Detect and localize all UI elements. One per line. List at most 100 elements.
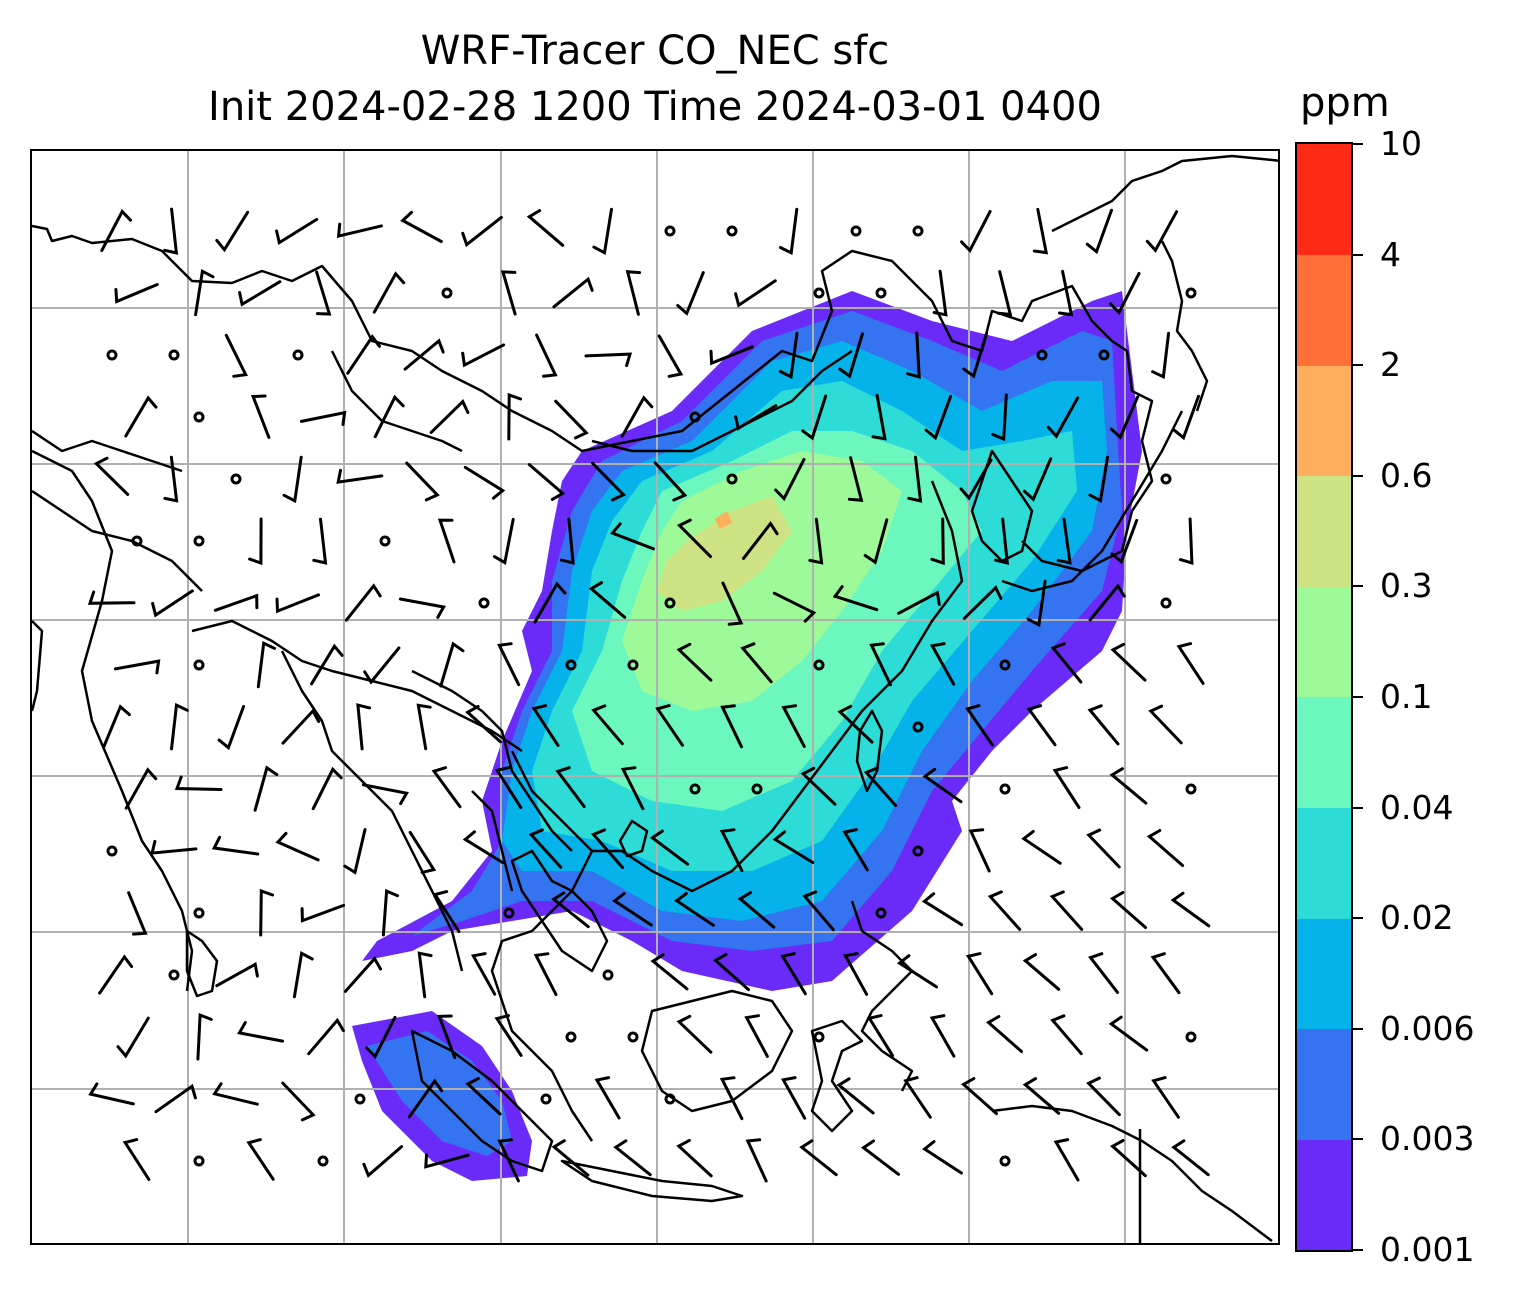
wind-barb [996, 270, 1013, 317]
colorbar-tick-label: 0.04 [1380, 787, 1454, 827]
wind-barb [407, 1078, 444, 1119]
wind-barb [259, 888, 275, 937]
coastline-indochina [490, 850, 594, 1142]
calm-wind-marker [627, 659, 639, 671]
wind-barb [526, 209, 565, 247]
colorbar-tick-label: 0.6 [1380, 455, 1433, 495]
wind-barb [863, 518, 889, 565]
wind-barb [363, 646, 401, 685]
wind-barb [362, 1145, 404, 1178]
calm-wind-marker [813, 287, 825, 299]
coastline-sumatra [410, 1029, 554, 1173]
calm-wind-marker [354, 1093, 366, 1105]
calm-wind-marker [912, 225, 924, 237]
colorbar-tick [1353, 1249, 1363, 1251]
wind-barb [712, 953, 750, 992]
wind-barb [962, 585, 1003, 620]
wind-barb [213, 593, 259, 612]
wind-barb [461, 215, 503, 248]
wind-barb [282, 455, 303, 504]
wind-barb [1058, 269, 1074, 317]
wind-barb [122, 1138, 151, 1181]
wind-barb [163, 207, 179, 255]
wind-barb [1049, 890, 1084, 931]
wind-barb [365, 1015, 397, 1060]
wind-barb [1022, 1077, 1061, 1115]
wind-barb [310, 643, 344, 686]
calm-wind-marker [1185, 783, 1197, 795]
wind-barb [650, 953, 689, 991]
calm-wind-marker [193, 907, 205, 919]
graticule [32, 151, 1278, 1243]
colorbar-tick-label: 0.02 [1380, 898, 1454, 938]
wind-barb [494, 766, 523, 810]
coastline-new-guinea [991, 1104, 1273, 1242]
coastline-sulawesi [810, 1019, 864, 1133]
wind-barb [869, 642, 892, 687]
wind-barb [772, 830, 815, 864]
wind-barb [719, 828, 744, 873]
wind-barb [802, 890, 835, 932]
wind-barb [994, 517, 1010, 565]
wind-barb [315, 270, 332, 316]
colorbar-segment [1297, 918, 1351, 1030]
wind-barb [1046, 396, 1080, 439]
wind-barb [507, 392, 523, 441]
wind-barb [528, 828, 563, 869]
coastline-borneo [640, 989, 794, 1113]
wind-barb [1086, 1076, 1121, 1117]
wind-barb [676, 271, 705, 316]
wind-barb [591, 704, 624, 746]
wind-barb [960, 210, 992, 254]
colorbar-tick-label: 10 [1380, 124, 1422, 163]
wind-barb [98, 954, 134, 995]
colorbar-segment [1297, 807, 1351, 919]
wind-barb [1176, 642, 1205, 685]
wind-barbs [87, 207, 1211, 1183]
wind-barb [336, 222, 383, 239]
calm-wind-marker [875, 287, 887, 299]
wind-barb [250, 394, 271, 439]
wind-barb [307, 1017, 345, 1056]
colorbar-tick-label: 0.001 [1380, 1230, 1475, 1269]
calm-wind-marker [1036, 349, 1048, 361]
coastline-philippines [850, 900, 914, 1092]
wind-barb [921, 892, 964, 927]
wind-barb [929, 1014, 956, 1058]
wind-barb [151, 589, 194, 618]
wind-barb [215, 961, 259, 988]
wind-barb [649, 829, 690, 866]
coastline-java [560, 1159, 744, 1203]
calm-wind-marker [689, 783, 701, 795]
wind-barb [1148, 704, 1183, 745]
wind-barb [929, 642, 956, 686]
coastline-north [32, 224, 1154, 573]
calm-wind-marker [726, 473, 738, 485]
border-china-southwest [411, 669, 573, 852]
wind-barb [1108, 1015, 1149, 1052]
wind-barb [860, 1139, 900, 1176]
coastline-arabian-sea [32, 620, 44, 712]
wind-barb [676, 1014, 713, 1054]
wind-barb [124, 767, 158, 810]
wind-barb [492, 517, 515, 565]
wind-barb [1109, 767, 1148, 805]
wind-barb [960, 1077, 998, 1116]
calm-wind-marker [664, 597, 676, 609]
wind-barb [676, 518, 712, 559]
colorbar-segment [1297, 1139, 1351, 1251]
map-title-line2: Init 2024-02-28 1200 Time 2024-03-01 040… [208, 84, 1102, 130]
calm-wind-marker [689, 411, 701, 423]
colorbar-tick-label: 0.006 [1380, 1008, 1475, 1048]
calm-wind-marker [168, 349, 180, 361]
calm-wind-marker [912, 721, 924, 733]
field-band-0.1 [622, 451, 902, 711]
wind-barb [924, 394, 953, 441]
colorbar-tick [1353, 1138, 1363, 1141]
wind-barb [799, 1139, 838, 1177]
wind-barb [1053, 1138, 1080, 1182]
wind-barb [461, 343, 506, 368]
wind-barb [832, 585, 879, 612]
wind-barb [867, 1014, 895, 1058]
calm-wind-marker [1185, 1031, 1197, 1043]
